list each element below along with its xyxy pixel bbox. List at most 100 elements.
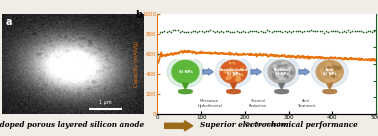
Point (249, 30, 255, 32)
Point (218, 30, 224, 32)
Point (161, 30, 167, 32)
Point (339, 31, 345, 33)
Point (175, 29, 181, 31)
Point (242, 31, 248, 33)
Point (330, 30, 336, 33)
Point (192, 30, 198, 32)
Point (201, 30, 207, 33)
Point (247, 30, 253, 33)
Point (209, 29, 215, 32)
Point (271, 30, 277, 32)
Point (295, 30, 301, 32)
Point (308, 29, 314, 31)
Point (260, 31, 266, 33)
Point (288, 31, 294, 33)
Point (328, 30, 334, 32)
Point (286, 30, 292, 32)
Point (194, 31, 200, 33)
Point (352, 30, 358, 32)
Point (155, 53, 161, 55)
Point (356, 30, 362, 32)
Point (234, 30, 240, 32)
Point (282, 30, 288, 32)
Point (279, 31, 285, 33)
Point (223, 30, 229, 32)
Point (323, 30, 329, 32)
FancyArrow shape (165, 121, 193, 131)
Text: 1 μm: 1 μm (99, 100, 112, 105)
Point (304, 30, 310, 32)
Point (306, 30, 312, 32)
Point (231, 31, 237, 33)
Point (343, 31, 349, 33)
Point (190, 30, 196, 33)
Point (334, 30, 340, 32)
Point (256, 31, 262, 33)
Point (214, 30, 220, 32)
Point (367, 30, 373, 32)
Point (325, 31, 332, 33)
Point (183, 31, 189, 33)
Point (157, 31, 163, 33)
Point (164, 31, 170, 33)
Text: N-doped porous layered silicon anode: N-doped porous layered silicon anode (0, 121, 144, 129)
Point (354, 30, 360, 32)
Point (186, 31, 192, 33)
Point (170, 29, 176, 32)
Point (225, 30, 231, 33)
Point (264, 29, 270, 31)
Point (179, 30, 185, 33)
Point (177, 31, 183, 33)
Point (317, 30, 323, 32)
Point (284, 31, 290, 33)
Point (321, 32, 327, 34)
Point (371, 30, 377, 32)
Point (273, 30, 279, 32)
Point (301, 30, 307, 32)
Point (299, 31, 305, 33)
Point (251, 30, 257, 32)
Point (347, 31, 353, 33)
Point (198, 30, 204, 33)
Point (240, 30, 246, 32)
Point (363, 31, 369, 33)
X-axis label: Cycle number: Cycle number (245, 122, 289, 127)
Y-axis label: Capacity (mAh/g): Capacity (mAh/g) (134, 41, 139, 87)
Point (227, 31, 233, 33)
Point (253, 30, 259, 33)
Point (358, 30, 364, 32)
Point (277, 30, 284, 32)
Point (312, 30, 318, 33)
Point (172, 29, 178, 31)
Point (212, 30, 218, 33)
Point (257, 30, 263, 32)
Point (266, 30, 273, 32)
Point (341, 30, 347, 32)
Point (187, 30, 194, 33)
Point (166, 30, 172, 33)
Point (268, 31, 274, 33)
Point (297, 30, 303, 33)
Point (245, 30, 251, 33)
Text: a: a (6, 17, 12, 27)
Point (238, 31, 244, 33)
Point (360, 30, 366, 33)
Point (314, 30, 321, 32)
Point (290, 30, 296, 32)
Point (365, 30, 371, 33)
Point (275, 30, 281, 32)
Point (159, 31, 165, 33)
Point (345, 29, 351, 32)
Point (236, 30, 242, 33)
Point (310, 30, 316, 32)
Point (216, 31, 222, 33)
Point (319, 30, 325, 32)
Point (332, 30, 338, 32)
Point (168, 31, 174, 33)
Point (336, 30, 342, 33)
Point (196, 30, 202, 32)
Point (262, 31, 268, 33)
Text: b: b (136, 10, 143, 20)
Text: Superior electrochemical performance: Superior electrochemical performance (200, 121, 358, 129)
Point (203, 30, 209, 32)
